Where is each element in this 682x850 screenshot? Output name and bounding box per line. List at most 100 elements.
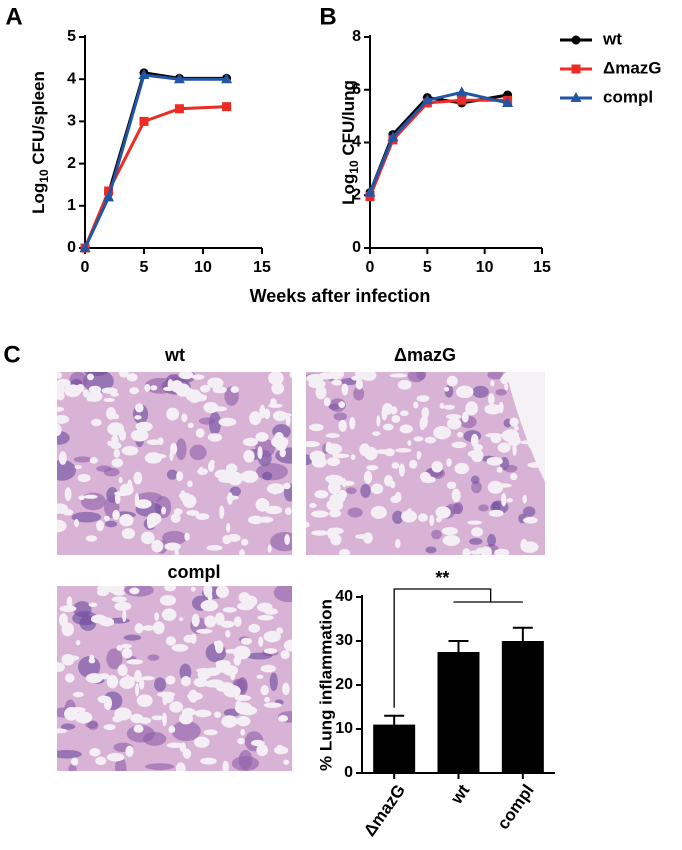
x-tick-label: 0 [81,259,90,276]
airspace [203,586,213,598]
airspace [255,497,270,512]
dense-tissue [262,471,273,481]
marker [138,68,150,79]
airspace [142,625,155,631]
airspace [126,373,138,382]
x-tick-label: 5 [423,259,432,276]
airspace [454,462,470,475]
airspace [256,744,268,757]
y-tick-label: 0 [352,239,361,256]
airspace [350,454,356,461]
airspace [95,520,105,532]
dense-tissue [495,389,507,396]
airspace [215,659,231,667]
airspace [121,445,139,456]
airspace [283,482,291,490]
image-label: wt [164,345,185,365]
airspace [451,441,467,449]
airspace [225,523,231,533]
airspace [220,620,235,628]
airspace [283,759,290,765]
airspace [354,372,368,377]
airspace [394,491,402,503]
airspace [64,706,78,721]
airspace [289,372,292,378]
airspace [165,675,176,685]
series-line [83,71,227,249]
airspace [309,503,317,509]
airspace [461,411,469,423]
airspace [75,640,81,646]
airspace [136,694,153,708]
airspace [215,586,229,599]
dense-tissue [431,529,442,540]
dense-tissue [175,438,187,461]
airspace [222,535,232,545]
marker [104,186,114,196]
airspace [193,677,208,688]
airspace [283,639,292,652]
panel-letter: A [5,3,22,30]
airspace [490,380,495,387]
airspace [125,745,134,758]
y-tick-label: 2 [352,186,361,203]
airspace [370,506,387,519]
airspace [275,440,287,452]
airspace [203,401,219,414]
airspace [306,521,310,528]
airspace [82,389,90,398]
dense-tissue [333,412,348,421]
airspace [144,452,162,464]
airspace [446,458,452,467]
airspace [166,407,180,421]
airspace [309,423,324,432]
airspace [57,372,63,379]
airspace [103,397,115,403]
airspace [171,643,189,652]
y-tick-label: 6 [352,81,361,98]
airspace [154,612,160,621]
significance-bracket [393,588,523,708]
airspace [120,643,133,649]
airspace [235,700,243,711]
airspace [239,706,258,716]
airspace [233,655,242,666]
airspace [134,670,142,683]
airspace [306,440,320,448]
airspace [157,437,164,446]
dense-tissue [269,672,278,692]
airspace [355,534,369,540]
airspace [88,602,98,608]
dense-tissue [347,507,363,518]
airspace [488,393,495,406]
airspace [382,423,394,431]
airspace [359,443,371,457]
airspace [58,613,68,627]
airspace [395,448,412,453]
airspace [67,676,73,682]
y-tick-label: 2 [67,155,76,172]
airspace [497,442,511,453]
x-tick-label: 10 [476,259,494,276]
airspace [328,477,344,486]
airspace [419,417,426,431]
airspace [119,676,135,689]
airspace [366,465,379,471]
airspace [240,637,253,645]
airspace [276,627,284,635]
y-tick-label: 4 [67,70,76,87]
dense-tissue [470,475,480,484]
y-axis-title-part: CFU/spleen [29,71,48,169]
airspace [129,587,140,595]
airspace [107,422,125,436]
x-tick-label: 10 [194,259,212,276]
airspace [164,586,176,592]
airspace [175,762,186,771]
airspace [225,648,238,654]
airspace [230,386,239,393]
airspace [57,519,67,533]
airspace [135,421,153,432]
airspace [107,440,112,447]
airspace [146,517,157,528]
airspace [214,612,225,626]
